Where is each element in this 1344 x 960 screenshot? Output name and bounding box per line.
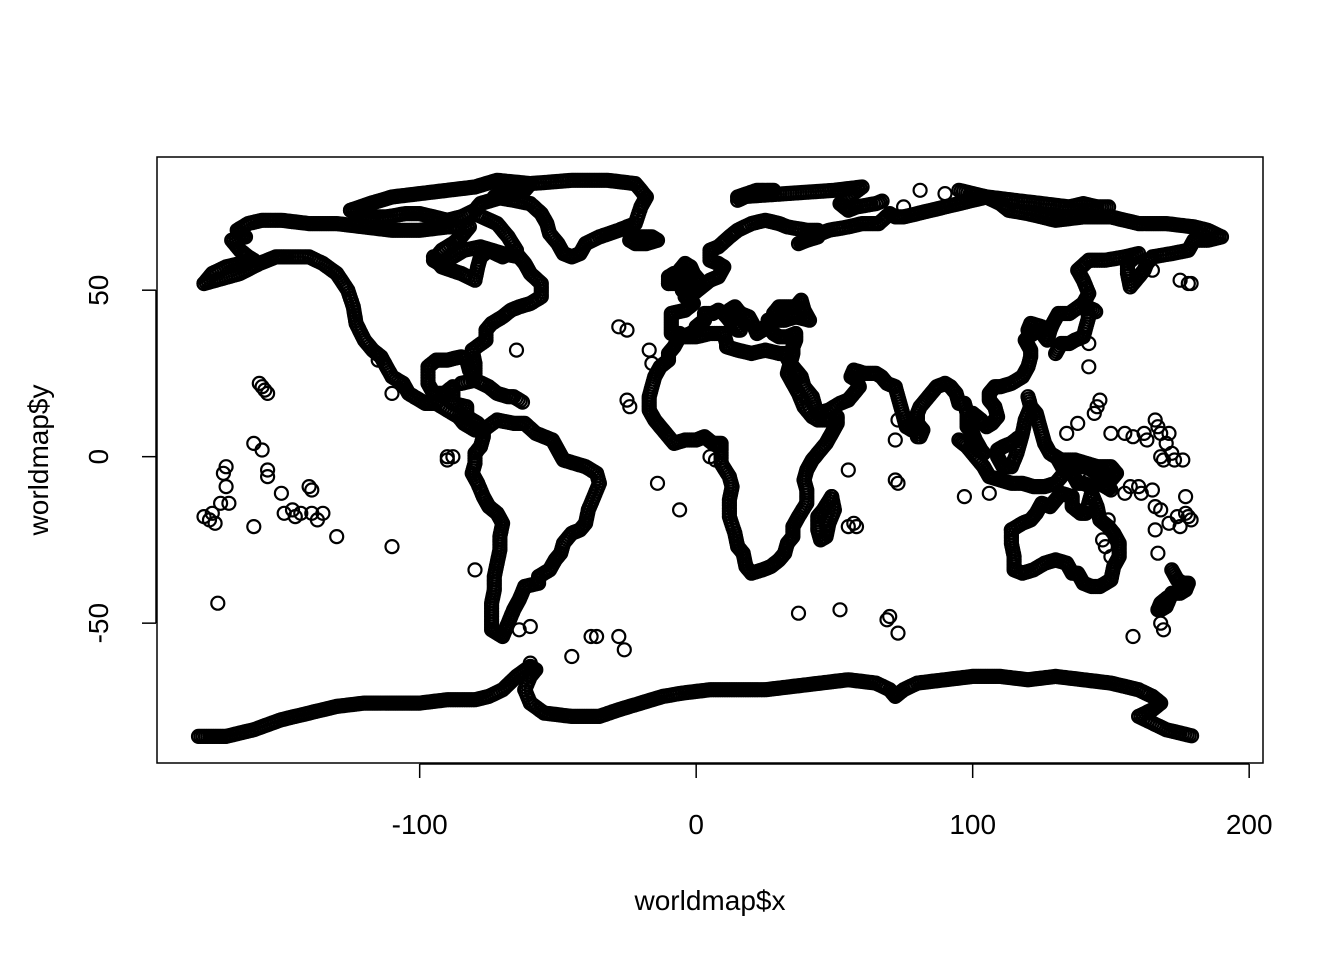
data-point [329, 528, 345, 545]
coastline-eurasia [663, 189, 1230, 461]
coastline-ireland [660, 265, 688, 292]
data-point [619, 322, 635, 338]
data-point [1070, 415, 1086, 431]
plot-frame [156, 156, 1264, 764]
coastline-hudson-baffin [425, 207, 525, 288]
data-point [469, 207, 485, 223]
data-point [467, 562, 483, 578]
data-point [246, 518, 262, 535]
data-point [848, 518, 865, 535]
x-tick-label: 0 [688, 809, 704, 840]
data-point [564, 648, 580, 665]
data-point [508, 342, 525, 358]
coastline-madagascar [810, 489, 843, 548]
y-axis: -50 0 50 [83, 275, 157, 643]
data-point [273, 485, 289, 501]
data-point [1059, 425, 1075, 441]
data-point [1125, 628, 1141, 645]
data-point [671, 502, 688, 518]
coastline-svalbard-novaya [729, 179, 890, 218]
data-point [1103, 425, 1119, 441]
data-point [1175, 452, 1191, 468]
data-point [196, 275, 212, 292]
data-points-layer [190, 172, 1230, 745]
data-point [790, 605, 807, 621]
data-point [649, 475, 666, 491]
data-point [887, 432, 903, 448]
data-point [912, 182, 928, 198]
y-tick-label: -50 [83, 603, 114, 643]
data-point [890, 475, 906, 491]
data-point [981, 485, 997, 501]
data-point [384, 385, 400, 401]
data-point [199, 271, 215, 288]
x-tick-label: 200 [1226, 809, 1273, 840]
data-point [641, 342, 657, 358]
data-point [1147, 522, 1163, 538]
data-point [384, 538, 400, 555]
coastline-sri-lanka [909, 415, 931, 445]
x-tick-label: 100 [949, 809, 996, 840]
data-point [611, 319, 627, 335]
coastline-iceland [622, 229, 666, 252]
data-point [1117, 425, 1133, 441]
data-point [1150, 545, 1166, 561]
x-axis-title: worldmap$x [634, 885, 786, 916]
x-tick-label: -100 [392, 809, 448, 840]
data-point [956, 489, 973, 505]
data-point [213, 495, 229, 511]
data-point [342, 202, 359, 218]
data-point [218, 479, 234, 495]
data-point [210, 595, 226, 611]
y-axis-title: worldmap$y [23, 385, 54, 537]
y-tick-label: 0 [83, 449, 114, 465]
data-point [198, 273, 214, 290]
coastline-greenland [486, 172, 655, 265]
data-point [882, 608, 898, 625]
data-point [304, 482, 320, 498]
x-axis: -100 0 100 200 [392, 763, 1273, 840]
data-point [1177, 489, 1194, 505]
data-point [1081, 359, 1097, 375]
data-point [890, 625, 906, 641]
coastline-new-zealand [1150, 562, 1196, 618]
coastline-south-america [464, 412, 608, 645]
data-point [611, 628, 627, 645]
data-point [616, 642, 632, 658]
data-point [937, 186, 953, 202]
coastline-antarctica [190, 658, 1200, 745]
data-point [486, 189, 502, 205]
data-point [832, 602, 848, 618]
coastline-severnaya-siberian-islands [951, 182, 1117, 215]
y-tick-label: 50 [83, 275, 114, 306]
data-point [840, 462, 856, 478]
